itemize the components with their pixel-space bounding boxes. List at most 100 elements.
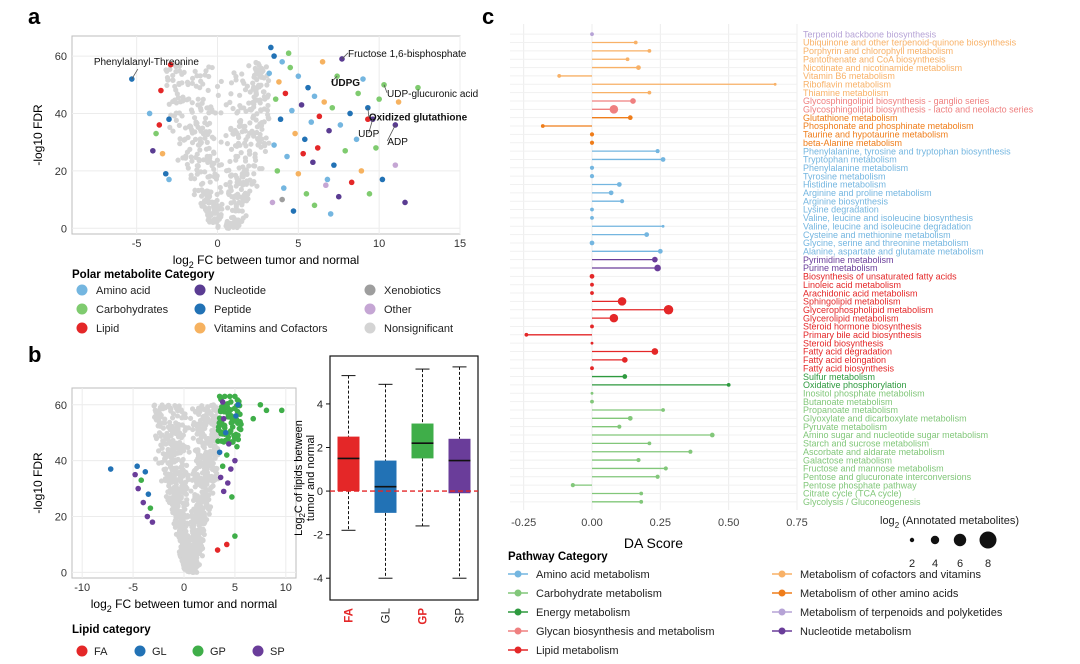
nonsignificant-point	[185, 165, 191, 171]
panel-a-x-axis-label: log2 FC between tumor and normal	[173, 253, 359, 270]
metabolite-point	[366, 191, 373, 197]
x-tick-label: 10	[373, 238, 385, 250]
nonsignificant-point	[173, 458, 179, 464]
nonsignificant-point	[175, 500, 181, 506]
x-tick-label: 0	[214, 238, 220, 250]
legend-label: Peptide	[214, 304, 251, 316]
legend-swatch	[252, 645, 264, 657]
nonsignificant-point	[186, 96, 192, 102]
nonsignificant-point	[256, 139, 262, 145]
lollipop-dot	[617, 297, 627, 306]
nonsignificant-point	[246, 163, 252, 169]
nonsignificant-point	[205, 131, 211, 137]
legend-label: Carbohydrates	[96, 304, 169, 316]
nonsignificant-point	[173, 117, 179, 123]
nonsignificant-point	[191, 191, 197, 198]
metabolite-point	[272, 96, 279, 102]
nonsignificant-point	[230, 105, 236, 112]
x-tick-label: 0.50	[718, 517, 739, 529]
pathway-label: Thiamine metabolism	[803, 88, 889, 98]
panel-b-x-axis-label: log2 FC between tumor and normal	[91, 597, 277, 614]
nonsignificant-point	[207, 179, 213, 185]
size-legend-label: 2	[909, 558, 915, 570]
metabolite-point	[295, 170, 302, 177]
metabolite-point	[271, 53, 277, 59]
legend-swatch-dot	[514, 608, 522, 616]
nonsignificant-point	[180, 94, 186, 100]
legend-label: FA	[94, 646, 108, 658]
metabolite-point	[298, 102, 305, 108]
nonsignificant-point	[180, 500, 186, 506]
nonsignificant-point	[196, 523, 202, 529]
nonsignificant-point	[194, 73, 200, 79]
nonsignificant-point	[189, 508, 195, 515]
nonsignificant-point	[197, 421, 203, 428]
metabolite-point	[276, 79, 282, 85]
legend-swatch-dot	[778, 570, 786, 578]
x-category-label: GP	[418, 608, 430, 625]
nonsignificant-point	[193, 121, 199, 127]
nonsignificant-point	[203, 459, 209, 465]
nonsignificant-point	[204, 153, 210, 159]
nonsignificant-point	[210, 460, 216, 466]
pathway-label: Alanine, aspartate and glutamate metabol…	[803, 246, 984, 256]
nonsignificant-point	[254, 183, 260, 189]
metabolite-point	[290, 208, 297, 214]
nonsignificant-point	[236, 208, 242, 214]
nonsignificant-point	[197, 142, 203, 148]
lipid-point	[134, 463, 140, 470]
lipid-point	[224, 410, 231, 416]
panel-c-pathway-labels: Terpenoid backbone biosynthesisUbiquinon…	[803, 29, 1034, 507]
y-tick-label: -2	[313, 530, 323, 542]
nonsignificant-point	[246, 148, 253, 154]
lollipop-dot	[663, 466, 668, 471]
nonsignificant-point	[158, 442, 164, 448]
lipid-point	[224, 404, 231, 410]
nonsignificant-point	[218, 139, 224, 145]
nonsignificant-point	[242, 123, 248, 129]
legend-label: Lipid metabolism	[536, 645, 619, 657]
nonsignificant-point	[246, 100, 252, 106]
nonsignificant-point	[189, 477, 195, 483]
nonsignificant-point	[263, 64, 269, 70]
nonsignificant-point	[236, 180, 242, 186]
lollipop-dot	[608, 190, 614, 196]
nonsignificant-point	[227, 99, 233, 105]
nonsignificant-point	[173, 476, 179, 483]
pathway-label: Amino sugar and nucleotide sugar metabol…	[803, 430, 988, 440]
lipid-point	[217, 407, 224, 414]
box-GP	[411, 423, 434, 459]
pathway-label: Terpenoid backbone biosynthesis	[803, 29, 937, 39]
nonsignificant-point	[242, 87, 249, 93]
nonsignificant-point	[265, 115, 272, 122]
nonsignificant-point	[191, 522, 197, 528]
legend-swatch-dot	[778, 627, 786, 635]
y-tick-label: 40	[55, 108, 67, 120]
lipid-point	[216, 393, 223, 400]
boxplot-y-axis-label-line1: Log2C of lipids between	[293, 420, 307, 536]
nonsignificant-point	[199, 203, 205, 209]
panel-c-lollipop-chart: Terpenoid backbone biosynthesisUbiquinon…	[508, 24, 1034, 657]
nonsignificant-point	[233, 129, 240, 136]
legend-label: Nucleotide	[214, 285, 266, 297]
size-legend-dot	[930, 535, 940, 545]
metabolite-point	[376, 96, 382, 102]
nonsignificant-point	[246, 63, 252, 69]
lipid-point	[232, 533, 238, 539]
nonsignificant-point	[205, 159, 211, 165]
nonsignificant-point	[242, 128, 248, 134]
lipid-point	[235, 401, 241, 408]
nonsignificant-point	[166, 471, 172, 478]
legend-swatch-dot	[514, 646, 522, 654]
metabolite-point	[271, 142, 277, 148]
lipid-point	[227, 393, 233, 400]
nonsignificant-point	[204, 105, 210, 111]
nonsignificant-point	[202, 169, 208, 175]
nonsignificant-point	[243, 193, 249, 199]
nonsignificant-point	[173, 100, 180, 106]
metabolite-point	[303, 191, 310, 197]
nonsignificant-point	[188, 123, 194, 130]
nonsignificant-point	[261, 94, 268, 100]
nonsignificant-point	[181, 411, 187, 417]
box-FA	[337, 436, 360, 492]
